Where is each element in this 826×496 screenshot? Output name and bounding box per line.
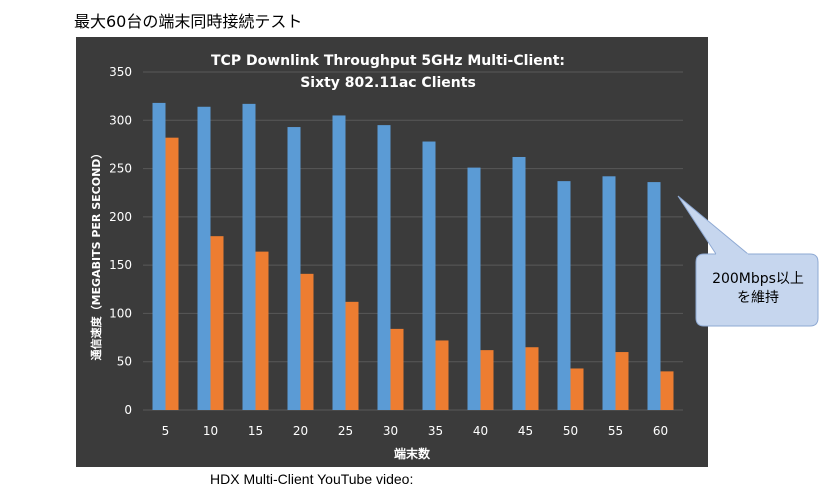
bar-series-2 [345, 301, 359, 410]
bar-series-1 [512, 156, 526, 410]
x-tick-label: 50 [563, 424, 578, 438]
bar-series-2 [570, 368, 584, 410]
y-tick-labels: 0 50 100 150 200 250 300 350 [109, 65, 132, 417]
bar-series-1 [467, 167, 481, 410]
y-tick-label: 350 [109, 65, 132, 79]
y-tick-label: 150 [109, 258, 132, 272]
bar-series-1 [332, 115, 346, 410]
callout-text: 200Mbps以上 を維持 [698, 270, 818, 308]
bar-series-1 [557, 181, 571, 410]
x-tick-label: 10 [203, 424, 218, 438]
x-tick-label: 45 [518, 424, 533, 438]
bar-series-1 [647, 182, 661, 410]
bar-series-2 [255, 251, 269, 410]
bar-series-2 [660, 371, 674, 410]
y-tick-label: 300 [109, 113, 132, 127]
bar-series-1 [377, 125, 391, 410]
bar-series-2 [435, 340, 449, 410]
y-axis-label: 通信速度（MEGABITS PER SECOND） [89, 148, 103, 361]
bar-series-2 [210, 236, 224, 410]
x-tick-label: 5 [162, 424, 170, 438]
x-tick-label: 40 [473, 424, 488, 438]
x-tick-label: 25 [338, 424, 353, 438]
bar-series-2 [165, 137, 179, 410]
bar-series-2 [390, 328, 404, 410]
x-tick-label: 35 [428, 424, 443, 438]
x-axis-label: 端末数 [394, 446, 431, 461]
y-tick-label: 50 [117, 355, 132, 369]
chart-panel: 0 50 100 150 200 250 300 350 5 10 15 20 25 30 35 40 45 5… [76, 37, 708, 467]
x-tick-label: 15 [248, 424, 263, 438]
bar-series-1 [242, 103, 256, 411]
x-tick-label: 30 [383, 424, 398, 438]
video-caption: HDX Multi-Client YouTube video: [210, 471, 414, 487]
x-tick-labels: 5 10 15 20 25 30 35 40 45 50 55 60 [162, 424, 668, 438]
bar-series-2 [480, 350, 494, 410]
x-tick-label: 60 [653, 424, 668, 438]
bar-series-2 [300, 273, 314, 410]
callout-line-2: を維持 [737, 290, 779, 306]
callout-line-1: 200Mbps以上 [712, 271, 804, 287]
x-tick-label: 20 [293, 424, 308, 438]
y-tick-label: 100 [109, 306, 132, 320]
chart-title-line-2: Sixty 802.11ac Clients [300, 75, 476, 91]
bar-series-1 [602, 176, 616, 410]
bar-series-1 [287, 127, 301, 410]
chart-title-line-1: TCP Downlink Throughput 5GHz Multi-Clien… [211, 53, 565, 69]
bar-series-2 [525, 347, 539, 410]
y-tick-label: 250 [109, 162, 132, 176]
page-title: 最大60台の端末同時接続テスト [74, 12, 303, 31]
bar-series-2 [615, 352, 629, 410]
x-tick-label: 55 [608, 424, 623, 438]
y-tick-label: 0 [124, 403, 132, 417]
bar-series-1 [422, 141, 436, 410]
bar-layer [152, 102, 674, 411]
bar-series-1 [152, 102, 166, 410]
bar-series-1 [197, 106, 211, 410]
y-tick-label: 200 [109, 210, 132, 224]
grid-layer [143, 71, 683, 411]
